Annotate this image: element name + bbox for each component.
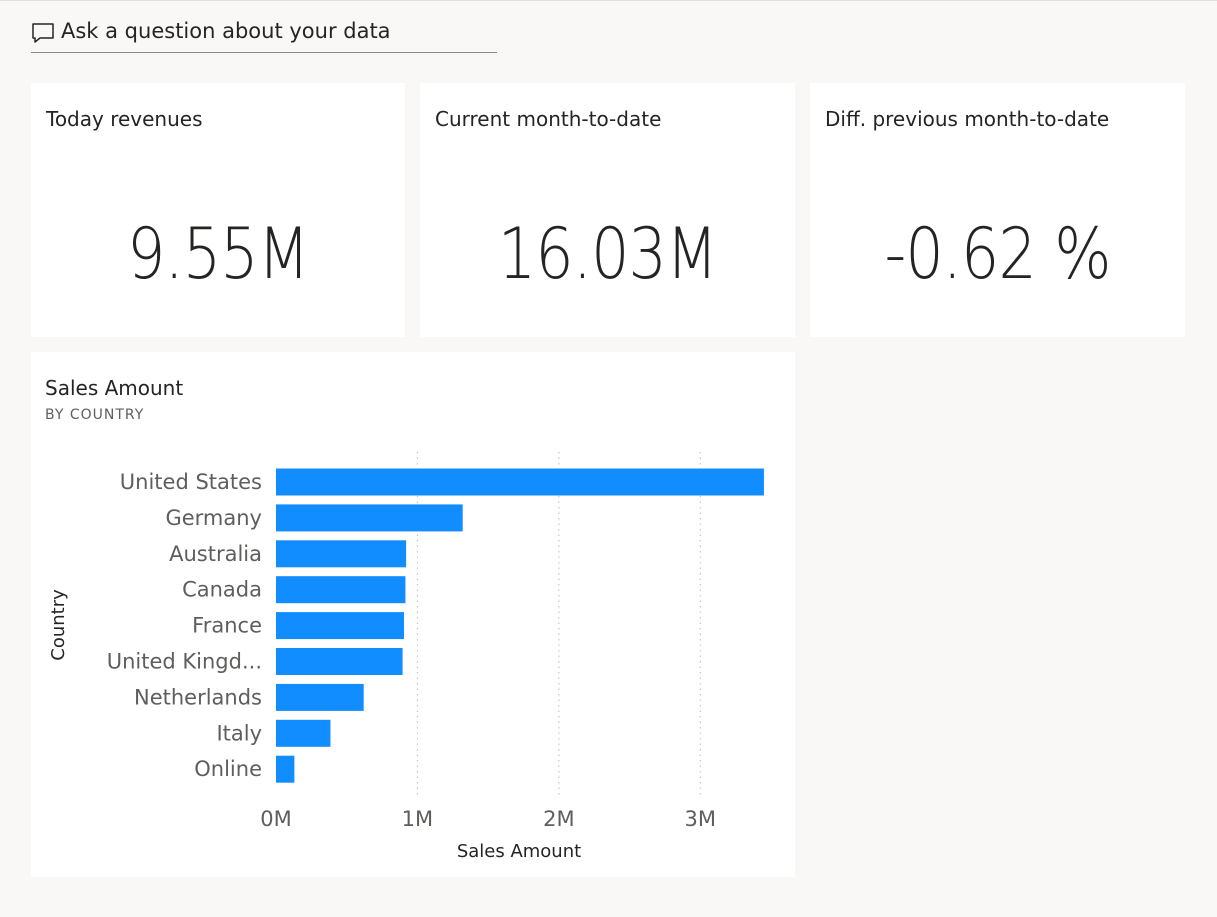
card-diff-previous-month-to-date[interactable]: Diff. previous month-to-date -0.62 % bbox=[810, 83, 1185, 337]
bar-chart-svg: United States Germany Australia Canada Franc… bbox=[48, 452, 764, 862]
x-tick-label: 0M bbox=[260, 807, 291, 831]
y-axis-title: Country bbox=[48, 589, 69, 661]
top-border bbox=[0, 0, 1217, 1]
category-label: United Kingd... bbox=[107, 650, 262, 674]
card-title: Current month-to-date bbox=[435, 107, 662, 131]
chart-subtitle: BY COUNTRY bbox=[45, 407, 145, 423]
bar[interactable] bbox=[276, 755, 295, 783]
bar[interactable] bbox=[276, 612, 404, 640]
qa-input[interactable]: Ask a question about your data bbox=[31, 16, 497, 53]
card-value: 16.03M bbox=[497, 213, 718, 295]
chart-title: Sales Amount bbox=[45, 376, 184, 400]
category-label: Canada bbox=[182, 578, 262, 602]
bar[interactable] bbox=[276, 648, 403, 675]
qa-label: Ask a question about your data bbox=[61, 19, 391, 43]
bar[interactable] bbox=[276, 540, 407, 568]
card-title: Today revenues bbox=[46, 107, 203, 131]
sales-by-country-chart[interactable]: Sales Amount BY COUNTRY United States Ger… bbox=[31, 352, 795, 877]
category-label: Online bbox=[194, 757, 262, 781]
x-tick-label: 1M bbox=[402, 807, 433, 831]
category-label: United States bbox=[120, 470, 262, 494]
category-label: Netherlands bbox=[134, 685, 262, 709]
card-current-month-to-date[interactable]: Current month-to-date 16.03M bbox=[420, 83, 795, 337]
category-label: France bbox=[192, 614, 262, 638]
card-title: Diff. previous month-to-date bbox=[825, 107, 1110, 131]
chat-bubble-icon bbox=[32, 23, 54, 43]
bar[interactable] bbox=[276, 683, 364, 711]
card-today-revenues[interactable]: Today revenues 9.55M bbox=[31, 83, 405, 337]
category-label: Germany bbox=[165, 506, 262, 530]
x-axis-title: Sales Amount bbox=[457, 841, 581, 862]
card-value: -0.62 % bbox=[884, 213, 1111, 295]
category-label: Australia bbox=[169, 542, 262, 566]
bar[interactable] bbox=[276, 504, 463, 532]
x-tick-label: 2M bbox=[543, 807, 574, 831]
category-label: Italy bbox=[216, 721, 262, 745]
x-tick-label: 3M bbox=[685, 807, 716, 831]
bar[interactable] bbox=[276, 719, 331, 747]
card-value: 9.55M bbox=[127, 213, 310, 295]
bar[interactable] bbox=[276, 468, 764, 496]
bar[interactable] bbox=[276, 576, 406, 604]
